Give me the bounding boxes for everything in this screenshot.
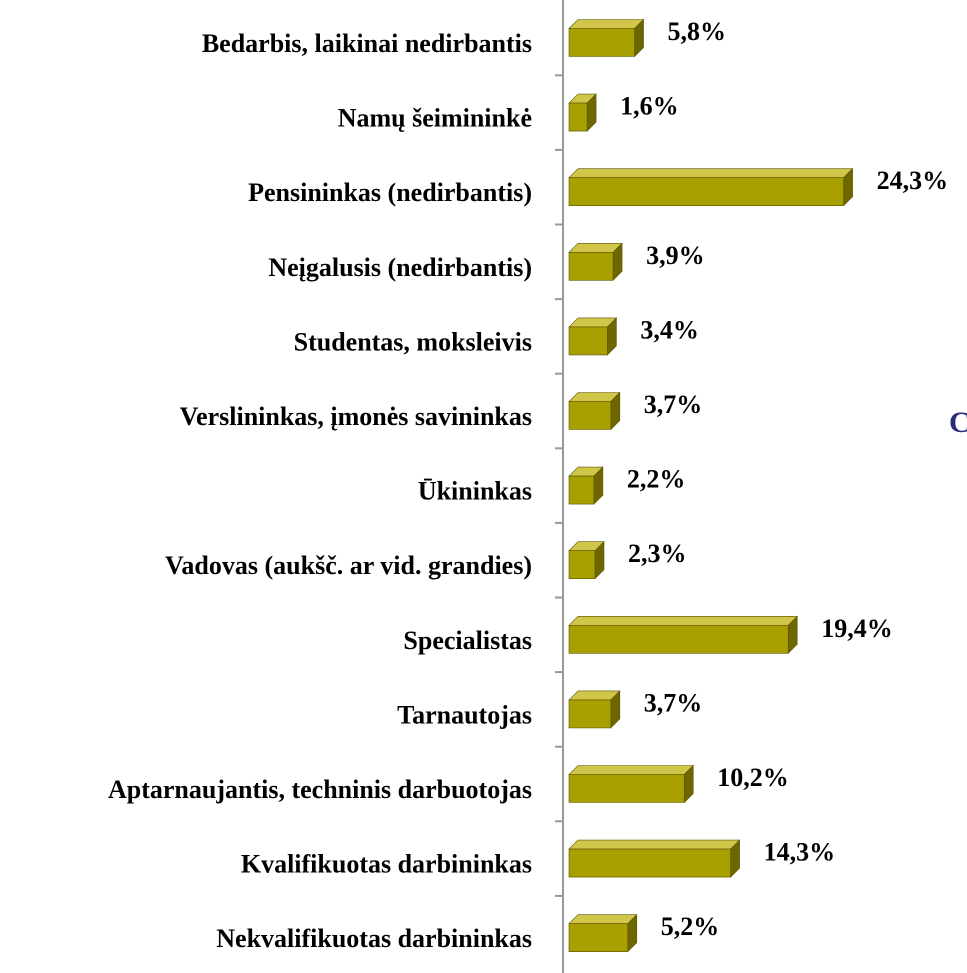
category-label: Tarnautojas [397, 700, 532, 729]
bar [568, 839, 741, 878]
bar [568, 913, 638, 953]
category-label: Namų šeimininkė [338, 104, 532, 133]
annotation: C [949, 406, 967, 439]
bar [568, 18, 645, 58]
category-label: Specialistas [403, 626, 532, 655]
bar [568, 242, 623, 282]
value-label: 10,2% [717, 763, 789, 792]
value-label: 3,4% [640, 315, 699, 344]
value-label: 2,3% [628, 539, 687, 568]
category-label: Verslininkas, įmonės savininkas [180, 402, 532, 431]
bar [568, 690, 621, 729]
category-label: Kvalifikuotas darbininkas [241, 850, 532, 879]
bar [568, 391, 621, 431]
bar [568, 540, 605, 580]
bar [568, 615, 798, 655]
value-label: 1,6% [620, 92, 679, 121]
value-label: 19,4% [821, 614, 893, 643]
category-label: Ūkininkas [418, 477, 532, 506]
bar [568, 93, 597, 132]
category-label: Pensininkas (nedirbantis) [248, 178, 532, 207]
bar [568, 317, 618, 356]
category-label: Nekvalifikuotas darbininkas [216, 924, 532, 953]
bar [568, 167, 854, 207]
category-label: Bedarbis, laikinai nedirbantis [202, 29, 532, 58]
value-label: 3,7% [644, 688, 703, 717]
value-label: 2,2% [627, 465, 686, 494]
bar [568, 764, 694, 804]
value-label: 5,8% [668, 17, 727, 46]
value-label: 3,9% [646, 241, 705, 270]
category-label: Neįgalusis (nedirbantis) [268, 253, 532, 282]
bar [568, 466, 604, 505]
category-label: Studentas, moksleivis [294, 327, 532, 356]
value-label: 3,7% [644, 390, 703, 419]
value-label: 14,3% [764, 838, 836, 867]
value-label: 5,2% [661, 912, 720, 941]
category-label: Vadovas (aukšč. ar vid. grandies) [165, 551, 532, 580]
value-label: 24,3% [877, 166, 949, 195]
category-label: Aptarnaujantis, techninis darbuotojas [108, 775, 532, 804]
